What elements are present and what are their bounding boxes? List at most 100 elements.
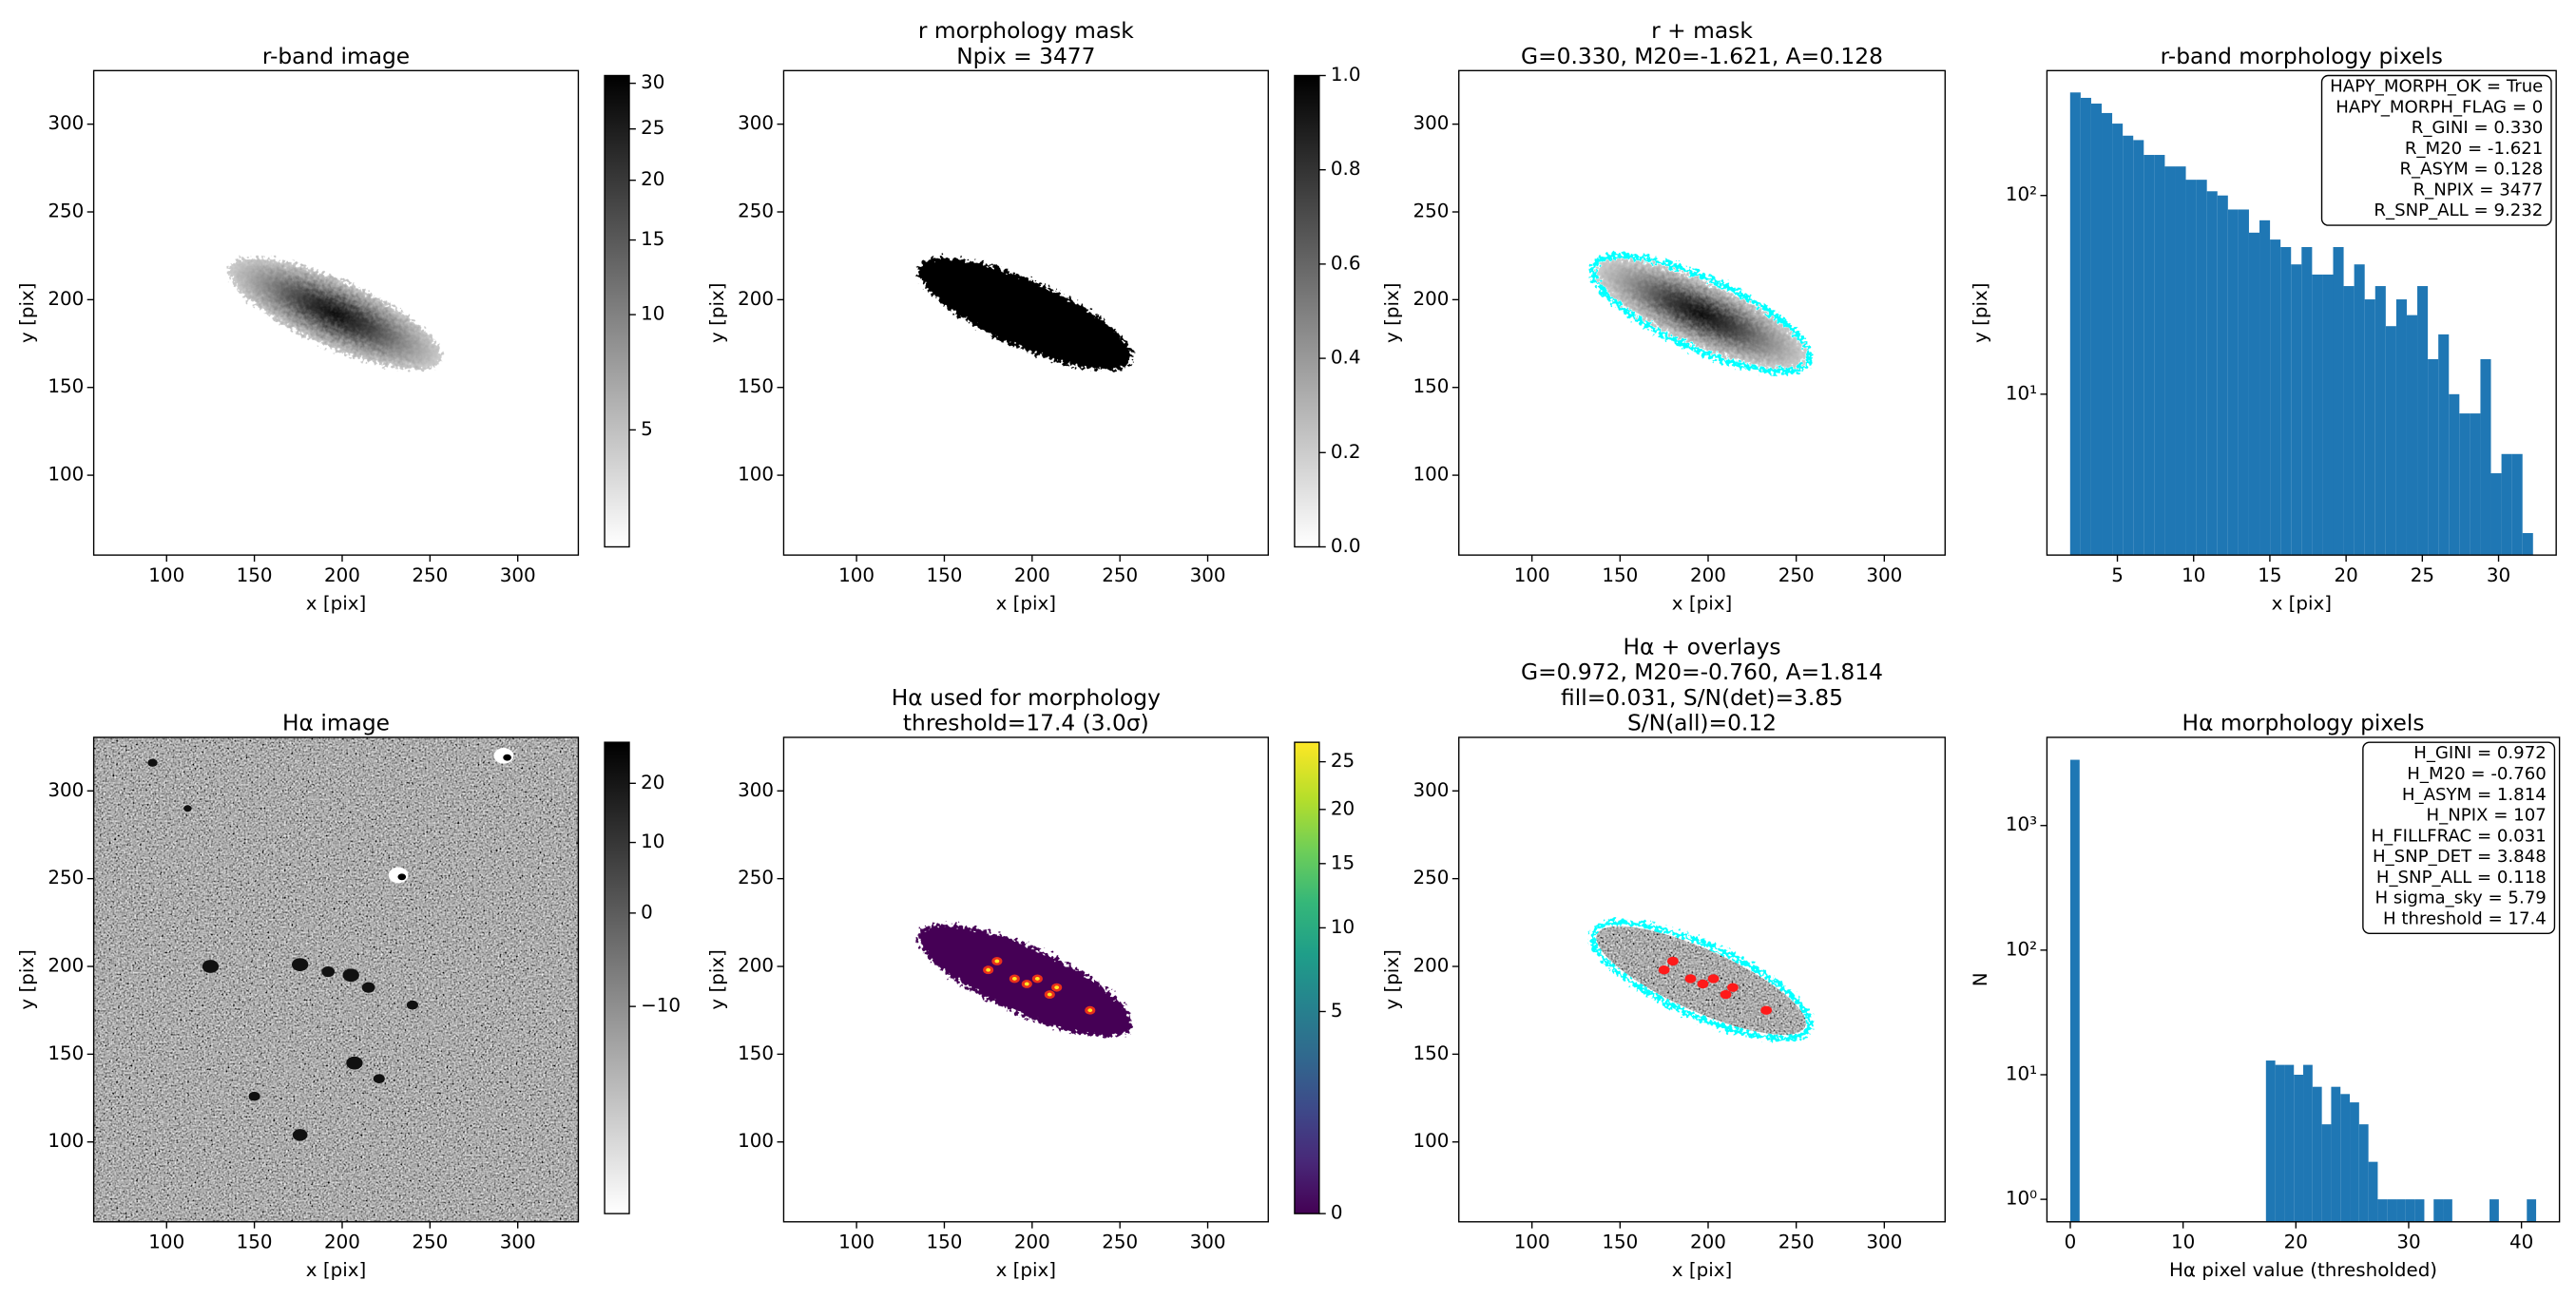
y-tick-label: 300: [738, 112, 774, 134]
panel-title: r + mask: [1651, 17, 1753, 44]
x-tick-label: 100: [148, 1232, 184, 1253]
hist-bar: [2343, 286, 2355, 556]
hist-bar: [2395, 299, 2407, 556]
x-tick-label: 200: [1014, 564, 1050, 586]
x-axis-label: x [pix]: [306, 1259, 366, 1281]
colorbar-tick-label: 15: [1331, 851, 1355, 873]
x-tick-label: 150: [927, 564, 963, 586]
y-tick-label: 150: [738, 1042, 774, 1064]
annotation-line: HAPY_MORPH_OK = True: [2330, 77, 2543, 97]
hist-bar: [2102, 112, 2113, 556]
hist-bar: [2321, 1124, 2332, 1222]
colorbar-tick-label: 20: [641, 772, 664, 793]
y-axis-label: y [pix]: [706, 949, 728, 1009]
plot-area: [1589, 253, 1813, 374]
peak-core: [1047, 992, 1052, 997]
x-tick-label: 300: [1866, 1232, 1902, 1253]
annotation-line: R_GINI = 0.330: [2412, 118, 2544, 138]
noise-background: [93, 736, 579, 1222]
y-tick-label: 10¹: [2006, 382, 2037, 404]
hist-bar: [2284, 1064, 2295, 1222]
hist-bar: [2175, 166, 2186, 556]
x-tick-label: 250: [1778, 564, 1815, 586]
axes-frame: [92, 736, 580, 1223]
y-tick-label: 300: [738, 779, 774, 801]
dark-spot: [202, 960, 220, 973]
x-tick-label: 250: [1102, 1232, 1138, 1253]
axes-frame: [1458, 736, 1946, 1223]
annotation-line: H_M20 = -0.760: [2407, 764, 2547, 784]
colorbar-tick-label: 1.0: [1331, 64, 1361, 86]
panel: 100 150 200 250 300 100 150 200 250 300 Hα + overl…: [1381, 633, 1946, 1281]
galaxy: [918, 258, 1132, 371]
panel: 100 150 200 250 300 100 150 200 250 300 r + maskG=…: [1381, 17, 1946, 614]
x-tick-label: 200: [324, 1232, 360, 1253]
hist-bar: [2275, 1064, 2285, 1222]
hist-bar: [2270, 239, 2281, 556]
y-tick-label: 150: [738, 375, 774, 397]
hist-bar: [2449, 393, 2460, 556]
axes-frame: [782, 736, 1269, 1223]
panel-title: r-band image: [262, 43, 410, 69]
annotation-line: H_SNP_DET = 3.848: [2373, 847, 2547, 867]
x-tick-label: 150: [1602, 1232, 1638, 1253]
y-axis-label: y [pix]: [1381, 282, 1403, 342]
annotation-line: H sigma_sky = 5.79: [2374, 888, 2546, 908]
dark-spot: [248, 1091, 260, 1101]
hist-bar: [2248, 232, 2260, 556]
hist-bar: [2511, 453, 2523, 556]
x-tick-label: 10: [2182, 564, 2205, 586]
plot-area: [2069, 92, 2533, 556]
y-tick-label: 250: [1413, 867, 1449, 888]
hist-bar: [2312, 1086, 2322, 1222]
x-axis-label: x [pix]: [1672, 592, 1732, 614]
y-tick-label: 300: [1413, 779, 1449, 801]
hist-bar: [2143, 155, 2155, 556]
peak: [1727, 983, 1739, 992]
colorbar-tick-label: 25: [641, 117, 664, 139]
annotation-line: H_SNP_ALL = 0.118: [2376, 868, 2547, 888]
peak-core: [1034, 977, 1040, 981]
plot-area: [1584, 906, 1818, 1056]
panel-title: r morphology mask: [918, 17, 1134, 44]
hist-bar: [2374, 286, 2386, 556]
hist-bar: [2406, 315, 2418, 556]
colorbar-tick-label: 0: [1331, 1202, 1343, 1224]
dark-spot: [406, 1000, 418, 1010]
peak-core: [994, 959, 1000, 964]
dark-spot: [292, 1129, 308, 1141]
x-tick-label: 200: [1690, 1232, 1726, 1253]
plot-area: [93, 736, 579, 1222]
x-tick-label: 10: [2171, 1232, 2195, 1253]
hist-bar: [2417, 286, 2429, 556]
y-tick-label: 200: [738, 288, 774, 310]
hist-bar: [2354, 264, 2365, 556]
y-tick-label: 100: [1413, 464, 1449, 486]
hist-bar: [2312, 274, 2323, 556]
x-tick-label: 200: [1014, 1232, 1050, 1253]
dark-spot: [183, 805, 192, 812]
peak-core: [1087, 1008, 1093, 1013]
axes-frame: [2046, 69, 2557, 556]
x-tick-label: 30: [2487, 564, 2510, 586]
colorbar-tick-label: 20: [1331, 797, 1355, 819]
x-tick-label: 250: [412, 1232, 448, 1253]
x-tick-label: 20: [2284, 1232, 2308, 1253]
colorbar: [1294, 741, 1320, 1214]
annotation-frame: [2320, 74, 2552, 226]
y-tick-label: 150: [1413, 375, 1449, 397]
hist-bar: [2217, 195, 2228, 556]
colorbar-tick-label: 0: [641, 901, 653, 923]
x-tick-label: 30: [2396, 1232, 2420, 1253]
plot-area: [918, 258, 1132, 371]
y-axis-label: y [pix]: [16, 949, 38, 1009]
panel-title: threshold=17.4 (3.0σ): [903, 710, 1149, 736]
hist-bar: [2368, 1161, 2378, 1222]
colorbar: [1294, 74, 1320, 548]
axes-frame: [1458, 69, 1946, 556]
y-tick-label: 250: [1413, 201, 1449, 222]
plot-area: [918, 924, 1132, 1037]
annotation-line: H_ASYM = 1.814: [2402, 785, 2547, 805]
